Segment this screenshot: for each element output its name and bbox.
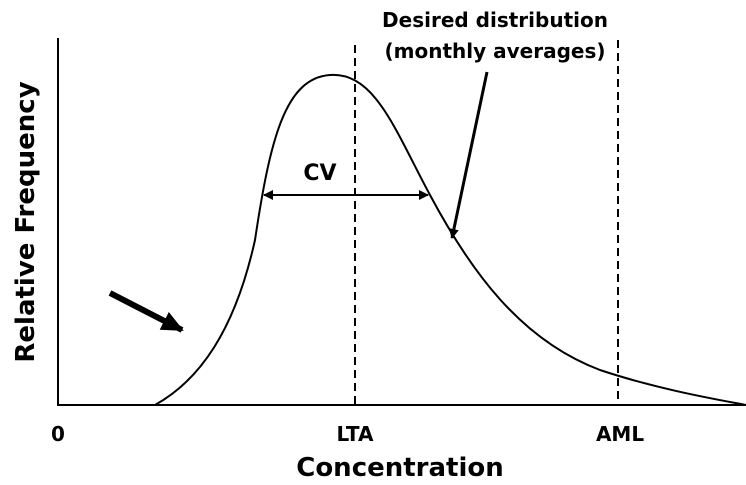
x-axis-title: Concentration — [296, 453, 504, 483]
annotation-line: Desired distribution — [382, 8, 608, 32]
tail-arrow — [108, 290, 184, 333]
annotation-arrow — [448, 71, 489, 239]
x-label: AML — [596, 422, 644, 446]
cv-label: CV — [303, 161, 336, 186]
y-axis-title: Relative Frequency — [11, 81, 41, 362]
distribution-curve — [154, 73, 746, 406]
x-label: 0 — [51, 422, 65, 446]
annotation-line: (monthly averages) — [385, 39, 606, 63]
x-label: LTA — [336, 422, 374, 446]
